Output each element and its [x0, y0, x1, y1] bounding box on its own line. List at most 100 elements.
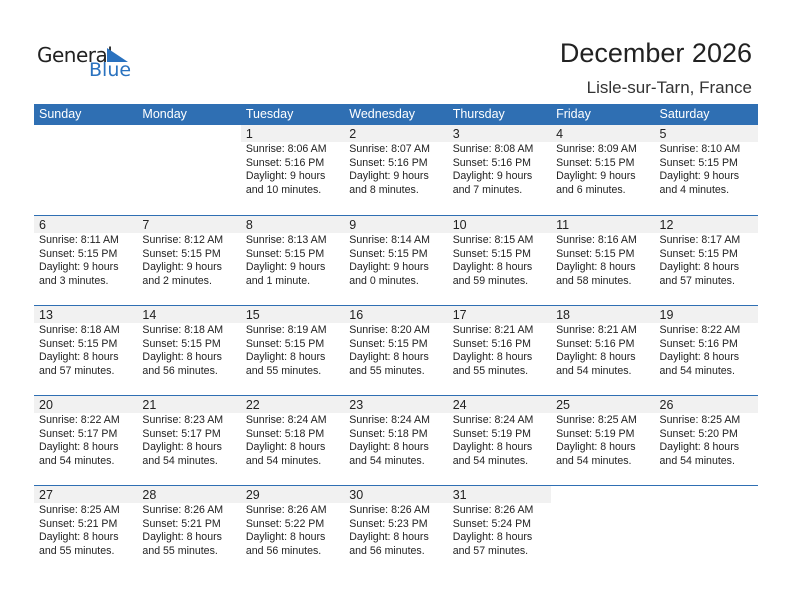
- sunset: Sunset: 5:15 PM: [349, 337, 428, 350]
- sunrise: Sunrise: 8:21 AM: [556, 324, 637, 336]
- day-cell: 11 Sunrise: 8:16 AM Sunset: 5:15 PM Dayl…: [551, 216, 655, 305]
- day-number: 23: [344, 396, 448, 413]
- week-row: 20 Sunrise: 8:22 AM Sunset: 5:17 PM Dayl…: [34, 395, 758, 485]
- sunset: Sunset: 5:16 PM: [452, 337, 532, 350]
- daylight: Daylight: 8 hours: [39, 441, 119, 453]
- daylight-minutes: and 54 minutes.: [556, 454, 632, 467]
- day-cell: 14 Sunrise: 8:18 AM Sunset: 5:15 PM Dayl…: [137, 306, 241, 395]
- empty-cell: [137, 125, 240, 215]
- sunrise: Sunrise: 8:14 AM: [349, 234, 430, 246]
- day-cell: 17 Sunrise: 8:21 AM Sunset: 5:16 PM Dayl…: [447, 306, 552, 395]
- sunrise: Sunrise: 8:16 AM: [556, 234, 637, 246]
- day-cell: 16 Sunrise: 8:20 AM Sunset: 5:15 PM Dayl…: [344, 306, 448, 395]
- daylight: Daylight: 9 hours: [349, 261, 429, 273]
- daylight: Daylight: 8 hours: [452, 261, 533, 273]
- sunset: Sunset: 5:24 PM: [452, 517, 532, 530]
- day-number: 22: [240, 396, 345, 413]
- daylight: Daylight: 8 hours: [142, 441, 222, 453]
- sunset: Sunset: 5:16 PM: [556, 337, 635, 350]
- day-number: 21: [137, 396, 241, 413]
- week-row: 1 Sunrise: 8:06 AM Sunset: 5:16 PM Dayli…: [34, 125, 758, 215]
- daylight: Daylight: 8 hours: [452, 351, 533, 363]
- day-number: 8: [240, 216, 345, 233]
- daylight-minutes: and 56 minutes.: [245, 544, 322, 557]
- day-cell: 4 Sunrise: 8:09 AM Sunset: 5:15 PM Dayli…: [551, 125, 655, 215]
- sunrise: Sunrise: 8:15 AM: [452, 234, 534, 246]
- daylight: Daylight: 8 hours: [659, 351, 740, 363]
- weekday-friday: Friday: [556, 107, 591, 121]
- empty-cell: [34, 125, 137, 215]
- daylight: Daylight: 8 hours: [452, 441, 533, 453]
- day-number: 7: [137, 216, 241, 233]
- sunset: Sunset: 5:15 PM: [659, 156, 738, 169]
- week-row: 6 Sunrise: 8:11 AM Sunset: 5:15 PM Dayli…: [34, 215, 758, 305]
- daylight-minutes: and 54 minutes.: [349, 454, 425, 467]
- sunrise: Sunrise: 8:12 AM: [142, 234, 224, 246]
- week-row: 27 Sunrise: 8:25 AM Sunset: 5:21 PM Dayl…: [34, 485, 758, 575]
- sunrise: Sunrise: 8:26 AM: [452, 504, 534, 516]
- day-cell: 19 Sunrise: 8:22 AM Sunset: 5:16 PM Dayl…: [654, 306, 758, 395]
- daylight: Daylight: 9 hours: [452, 170, 533, 182]
- sunrise: Sunrise: 8:26 AM: [245, 504, 327, 516]
- day-cell: 23 Sunrise: 8:24 AM Sunset: 5:18 PM Dayl…: [344, 396, 448, 485]
- daylight-minutes: and 2 minutes.: [142, 274, 212, 287]
- sunrise: Sunrise: 8:13 AM: [245, 234, 327, 246]
- day-cell: 10 Sunrise: 8:15 AM Sunset: 5:15 PM Dayl…: [447, 216, 552, 305]
- daylight: Daylight: 9 hours: [39, 261, 119, 273]
- daylight: Daylight: 8 hours: [556, 441, 636, 453]
- daylight-minutes: and 57 minutes.: [39, 364, 115, 377]
- sunset: Sunset: 5:15 PM: [39, 247, 118, 260]
- sunrise: Sunrise: 8:11 AM: [39, 234, 119, 246]
- sunrise: Sunrise: 8:24 AM: [349, 414, 430, 426]
- daylight-minutes: and 55 minutes.: [142, 544, 218, 557]
- day-cell: 30 Sunrise: 8:26 AM Sunset: 5:23 PM Dayl…: [344, 486, 448, 575]
- day-number: 31: [447, 486, 552, 503]
- day-cell: 21 Sunrise: 8:23 AM Sunset: 5:17 PM Dayl…: [137, 396, 241, 485]
- sunrise: Sunrise: 8:25 AM: [659, 414, 741, 426]
- sunset: Sunset: 5:18 PM: [245, 427, 325, 440]
- day-number: 6: [34, 216, 138, 233]
- sunset: Sunset: 5:20 PM: [659, 427, 738, 440]
- sunrise: Sunrise: 8:25 AM: [39, 504, 120, 516]
- daylight: Daylight: 8 hours: [39, 351, 119, 363]
- daylight: Daylight: 9 hours: [142, 261, 222, 273]
- daylight: Daylight: 8 hours: [349, 531, 429, 543]
- day-number: 12: [654, 216, 758, 233]
- day-number: 20: [34, 396, 138, 413]
- day-number: 18: [551, 306, 655, 323]
- daylight-minutes: and 54 minutes.: [39, 454, 115, 467]
- daylight: Daylight: 8 hours: [349, 441, 429, 453]
- sunrise: Sunrise: 8:24 AM: [452, 414, 534, 426]
- daylight-minutes: and 10 minutes.: [245, 183, 322, 196]
- sunset: Sunset: 5:19 PM: [452, 427, 532, 440]
- daylight: Daylight: 9 hours: [245, 261, 326, 273]
- weekday-thursday: Thursday: [452, 107, 505, 121]
- day-number: 11: [551, 216, 655, 233]
- daylight-minutes: and 59 minutes.: [452, 274, 529, 287]
- daylight: Daylight: 9 hours: [245, 170, 326, 182]
- sunrise: Sunrise: 8:08 AM: [452, 143, 534, 155]
- daylight-minutes: and 54 minutes.: [245, 454, 322, 467]
- daylight-minutes: and 7 minutes.: [452, 183, 523, 196]
- daylight-minutes: and 56 minutes.: [142, 364, 218, 377]
- daylight-minutes: and 54 minutes.: [452, 454, 529, 467]
- sunrise: Sunrise: 8:22 AM: [659, 324, 741, 336]
- day-number: 27: [34, 486, 138, 503]
- day-cell: 18 Sunrise: 8:21 AM Sunset: 5:16 PM Dayl…: [551, 306, 655, 395]
- weekday-saturday: Saturday: [659, 107, 710, 121]
- daylight-minutes: and 55 minutes.: [39, 544, 115, 557]
- sunset: Sunset: 5:15 PM: [556, 247, 635, 260]
- calendar: Sunday Monday Tuesday Wednesday Thursday Frid…: [34, 104, 758, 575]
- sunrise: Sunrise: 8:26 AM: [142, 504, 224, 516]
- day-cell: 8 Sunrise: 8:13 AM Sunset: 5:15 PM Dayli…: [240, 216, 345, 305]
- daylight: Daylight: 8 hours: [245, 531, 326, 543]
- logo-general: General: [37, 43, 113, 67]
- daylight: Daylight: 9 hours: [349, 170, 429, 182]
- daylight-minutes: and 55 minutes.: [452, 364, 529, 377]
- day-number: 30: [344, 486, 448, 503]
- sunrise: Sunrise: 8:18 AM: [39, 324, 120, 336]
- sunset: Sunset: 5:21 PM: [39, 517, 118, 530]
- day-cell: 3 Sunrise: 8:08 AM Sunset: 5:16 PM Dayli…: [447, 125, 552, 215]
- sunset: Sunset: 5:17 PM: [142, 427, 221, 440]
- sunset: Sunset: 5:16 PM: [659, 337, 738, 350]
